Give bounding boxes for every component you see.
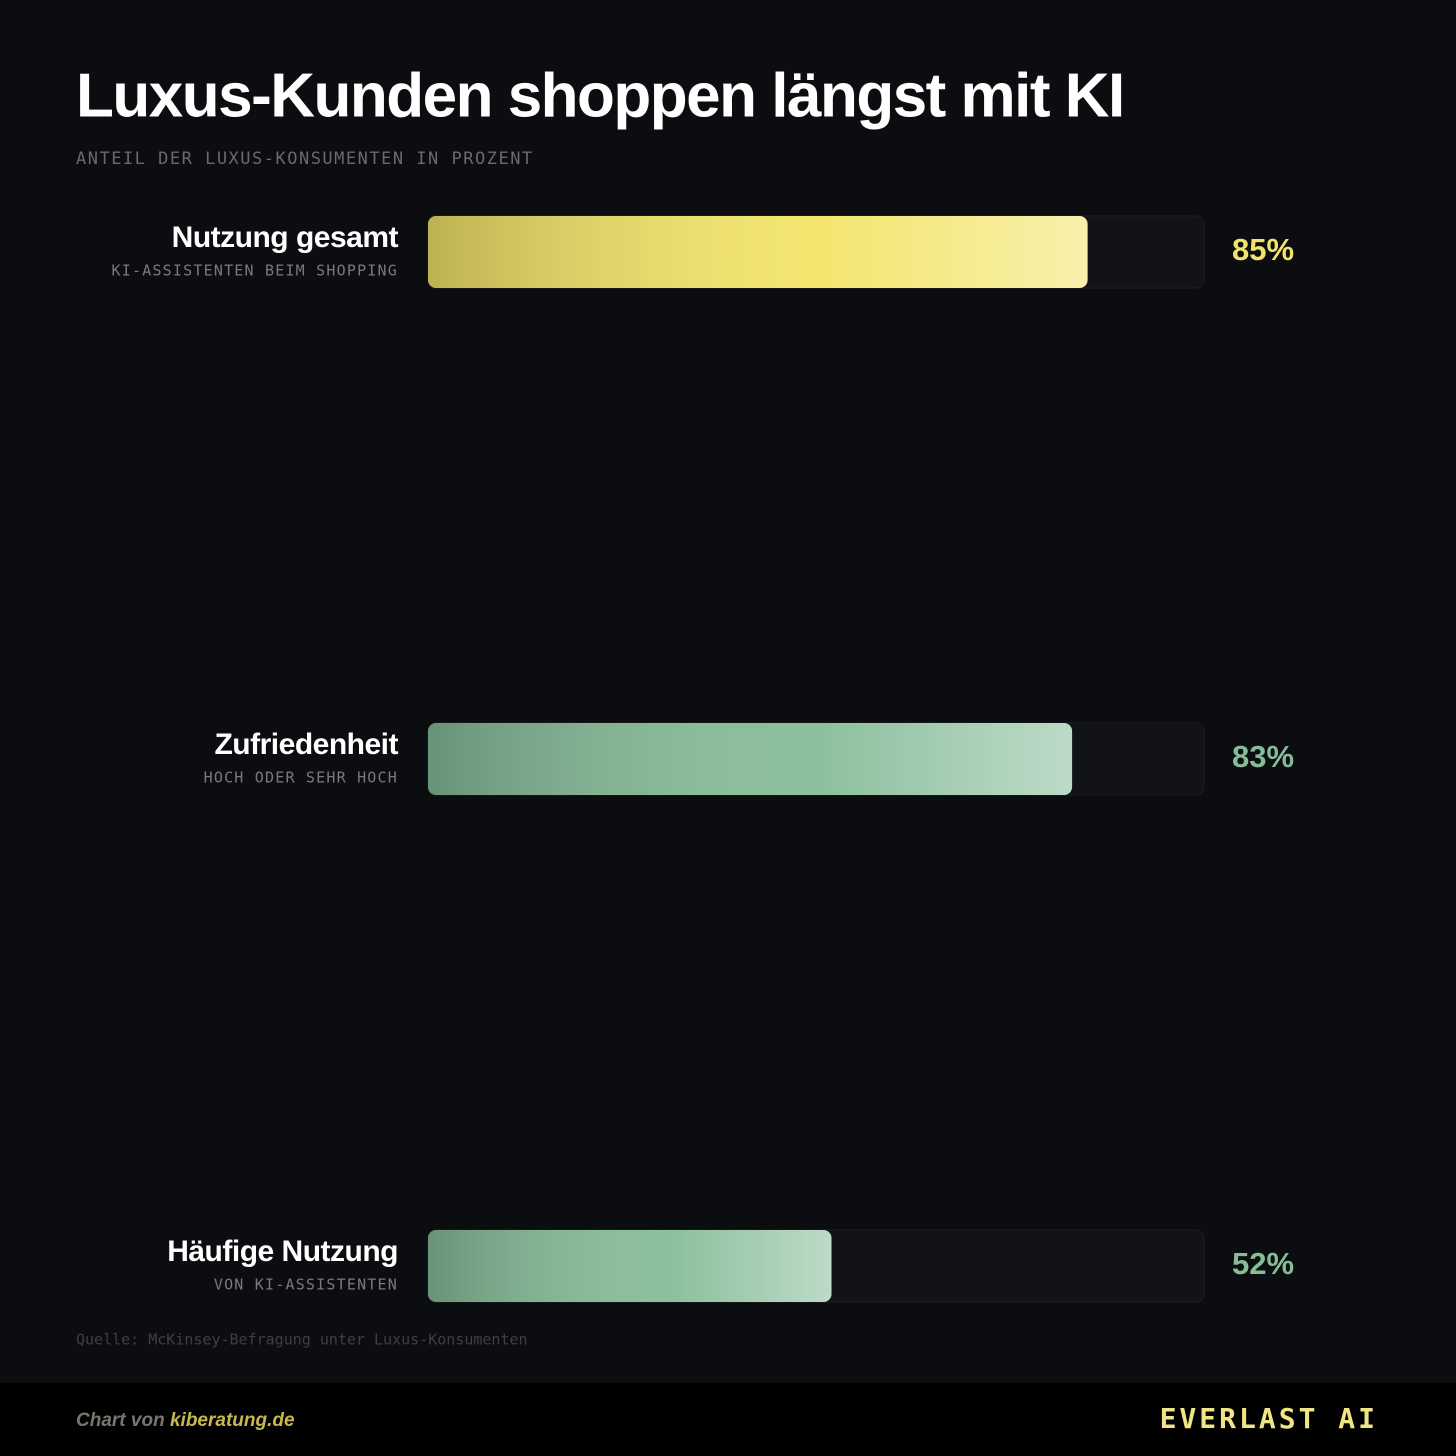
source: Quelle: McKinsey-Befragung unter Luxus-K… bbox=[76, 1331, 528, 1349]
bar-shine bbox=[428, 1230, 832, 1302]
value-label: 85% bbox=[1232, 232, 1294, 267]
category-label: Häufige Nutzung bbox=[167, 1235, 398, 1268]
rows: Nutzung gesamt KI-ASSISTENTEN BEIM SHOPPI… bbox=[112, 215, 1294, 1303]
chart-title: Luxus-Kunden shoppen längst mit KI bbox=[76, 61, 1124, 130]
chart-subtitle: ANTEIL DER LUXUS-KONSUMENTEN IN PROZENT bbox=[76, 149, 534, 169]
brand: EVERLAST AI bbox=[1160, 1402, 1378, 1435]
category-label: Nutzung gesamt bbox=[172, 221, 399, 254]
category-description: HOCH ODER SEHR HOCH bbox=[204, 769, 398, 787]
value-label: 52% bbox=[1232, 1246, 1294, 1281]
value-label: 83% bbox=[1232, 739, 1294, 774]
credit-prefix: Chart von bbox=[76, 1410, 165, 1431]
bar-shine bbox=[428, 216, 1088, 288]
bar-shine bbox=[428, 723, 1073, 795]
category-label: Zufriedenheit bbox=[214, 728, 398, 761]
credit-link[interactable]: kiberatung.de bbox=[170, 1410, 295, 1431]
credit: Chart von kiberatung.de bbox=[76, 1410, 295, 1431]
footer bbox=[0, 1383, 1456, 1456]
category-description: KI-ASSISTENTEN BEIM SHOPPING bbox=[112, 262, 398, 280]
category-description: VON KI-ASSISTENTEN bbox=[214, 1276, 398, 1294]
